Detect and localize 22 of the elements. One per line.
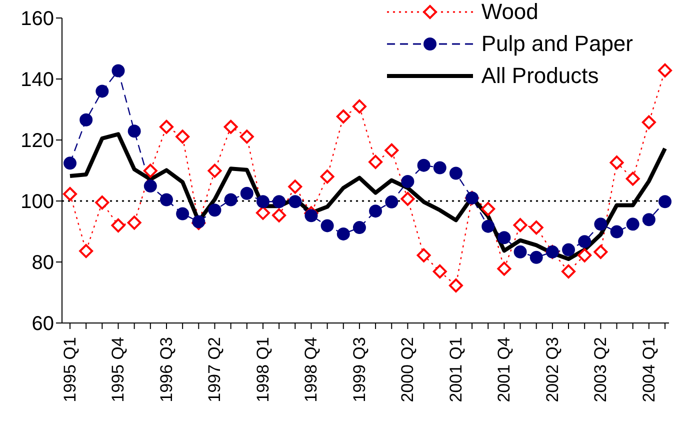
y-tick-label: 100 (20, 191, 54, 214)
x-tick-label: 2001 Q4 (494, 337, 514, 402)
x-tick-label: 1995 Q1 (60, 337, 80, 402)
x-tick-label: 1996 Q3 (156, 337, 176, 402)
legend-label: All Products (481, 63, 599, 89)
y-tick-label: 120 (20, 130, 54, 152)
x-tick-label: 1998 Q1 (253, 337, 272, 402)
y-tick-label: 140 (20, 69, 54, 92)
x-tick-label: 2004 Q1 (639, 337, 658, 402)
y-tick-label: 60 (32, 313, 54, 336)
x-tick-label: 2001 Q1 (446, 337, 466, 402)
x-tick-label: 1995 Q4 (108, 337, 128, 402)
legend-label: Pulp and Paper (481, 31, 633, 57)
x-tick-label: 2002 Q3 (542, 337, 562, 402)
x-tick-label: 1999 Q3 (350, 337, 369, 402)
x-tick-label: 1998 Q4 (302, 337, 321, 402)
x-tick-label: 1997 Q2 (205, 337, 224, 402)
legend-label: Wood (481, 0, 538, 25)
y-tick-label: 160 (20, 8, 54, 30)
x-tick-label: 2003 Q2 (591, 337, 610, 402)
x-tick-label: 2000 Q2 (398, 337, 418, 402)
y-tick-label: 80 (32, 252, 54, 274)
